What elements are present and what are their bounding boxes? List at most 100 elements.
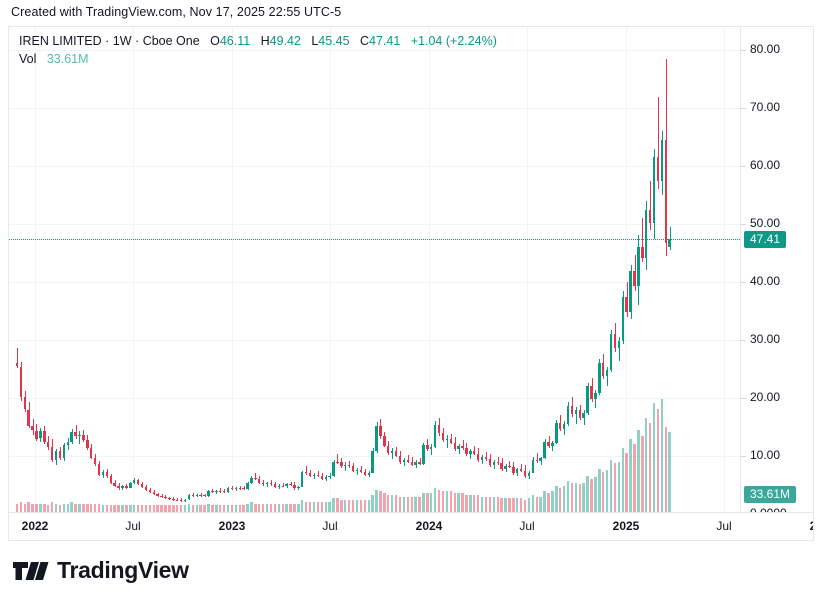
candle-body (441, 433, 445, 441)
volume-bar (605, 470, 609, 514)
volume-bar (519, 498, 523, 514)
candle-body (101, 471, 105, 475)
volume-bar (82, 503, 85, 514)
legend-symbol[interactable]: IREN LIMITED (19, 34, 102, 48)
volume-bar (340, 500, 343, 514)
volume-bar (308, 501, 312, 514)
volume-bar (54, 503, 58, 514)
volume-bar (215, 505, 218, 514)
plot-area (9, 27, 742, 514)
candle-body (621, 296, 624, 341)
candle-body (70, 431, 73, 443)
candle-wick (169, 496, 170, 501)
candle-body (371, 450, 374, 473)
candle-body (504, 465, 507, 470)
volume-bar (469, 494, 472, 514)
candle-body (437, 424, 441, 434)
volume-bar (609, 460, 613, 514)
volume-bar (156, 505, 159, 514)
candle-body (426, 445, 429, 450)
candle-wick (642, 218, 643, 262)
candle-body (359, 469, 363, 473)
candle-wick (185, 498, 186, 503)
candle-body (406, 460, 410, 462)
candle-wick (658, 96, 659, 190)
tradingview-logo-icon (13, 561, 49, 580)
candle-body (93, 457, 97, 465)
candlestick-series (9, 27, 742, 514)
candle-body (453, 442, 456, 450)
candle-wick (263, 479, 264, 486)
candle-wick (306, 466, 307, 475)
candle-body (555, 422, 558, 443)
volume-bar (539, 496, 542, 514)
volume-bar (390, 494, 394, 514)
candle-body (410, 461, 413, 465)
gridline-vertical (724, 27, 725, 514)
candle-wick (607, 366, 608, 387)
volume-bar (602, 472, 605, 514)
candle-body (297, 486, 300, 489)
candle-body (203, 495, 206, 497)
candle-wick (463, 440, 464, 451)
price-tick-label: 10.00 (750, 448, 781, 462)
volume-bar (445, 491, 449, 514)
candle-body (461, 445, 464, 449)
volume-bar (97, 503, 101, 514)
volume-bar (246, 503, 249, 514)
volume-bar (133, 505, 136, 514)
price-tick-label: 30.00 (750, 332, 781, 346)
candle-body (324, 476, 327, 479)
candle-body (277, 485, 281, 488)
legend-volume-value: 33.61M (46, 52, 89, 66)
candle-body (82, 435, 85, 441)
volume-bar (570, 482, 574, 514)
volume-bar (39, 503, 42, 514)
candle-body (512, 467, 515, 473)
candle-body (637, 247, 640, 286)
candle-wick (509, 460, 510, 469)
candle-body (105, 471, 109, 477)
volume-bar (101, 505, 105, 514)
candle-wick (318, 471, 319, 478)
candle-body (476, 453, 480, 461)
current-price-badge[interactable]: 47.41 (744, 231, 787, 248)
candle-body (414, 462, 417, 465)
candle-body (383, 436, 386, 446)
volume-bar (574, 482, 578, 514)
candle-body (582, 413, 585, 418)
candle-wick (392, 448, 393, 460)
candle-body (648, 209, 652, 223)
candle-body (152, 491, 155, 495)
volume-bar (289, 503, 292, 514)
chart-legend: IREN LIMITED · 1W · Cboe One O46.11 H49.… (19, 33, 497, 67)
price-axis[interactable]: 80.00 70.00 60.00 50.00 40.00 30.00 20.00 10.00… (740, 27, 813, 520)
volume-bar (508, 498, 511, 514)
candle-wick (412, 457, 413, 466)
price-tick-label: 70.00 (750, 100, 781, 114)
volume-bar (187, 503, 191, 514)
legend-interval[interactable]: 1W (112, 34, 132, 48)
legend-high-value: 49.42 (269, 34, 301, 48)
volume-bar (375, 489, 378, 514)
candle-body (113, 482, 116, 487)
candle-body (74, 431, 77, 437)
volume-bar (426, 493, 429, 514)
gridline-vertical (527, 27, 528, 514)
volume-bar (535, 496, 538, 514)
volume-bar (625, 453, 628, 514)
candle-body (394, 450, 398, 456)
candle-body (238, 487, 241, 489)
candle-body (308, 473, 312, 477)
volume-bar (582, 482, 585, 514)
candle-body (543, 442, 546, 459)
candle-body (39, 430, 42, 439)
candle-body (664, 140, 667, 243)
volume-bar (414, 496, 417, 514)
candle-body (355, 469, 359, 472)
current-volume-badge[interactable]: 33.61M (744, 486, 797, 503)
candle-body (617, 340, 621, 348)
volume-bar (50, 501, 54, 514)
time-axis[interactable]: 2022 Jul 2023 Jul 2024 Jul 2025 Jul 2026 (9, 512, 813, 540)
